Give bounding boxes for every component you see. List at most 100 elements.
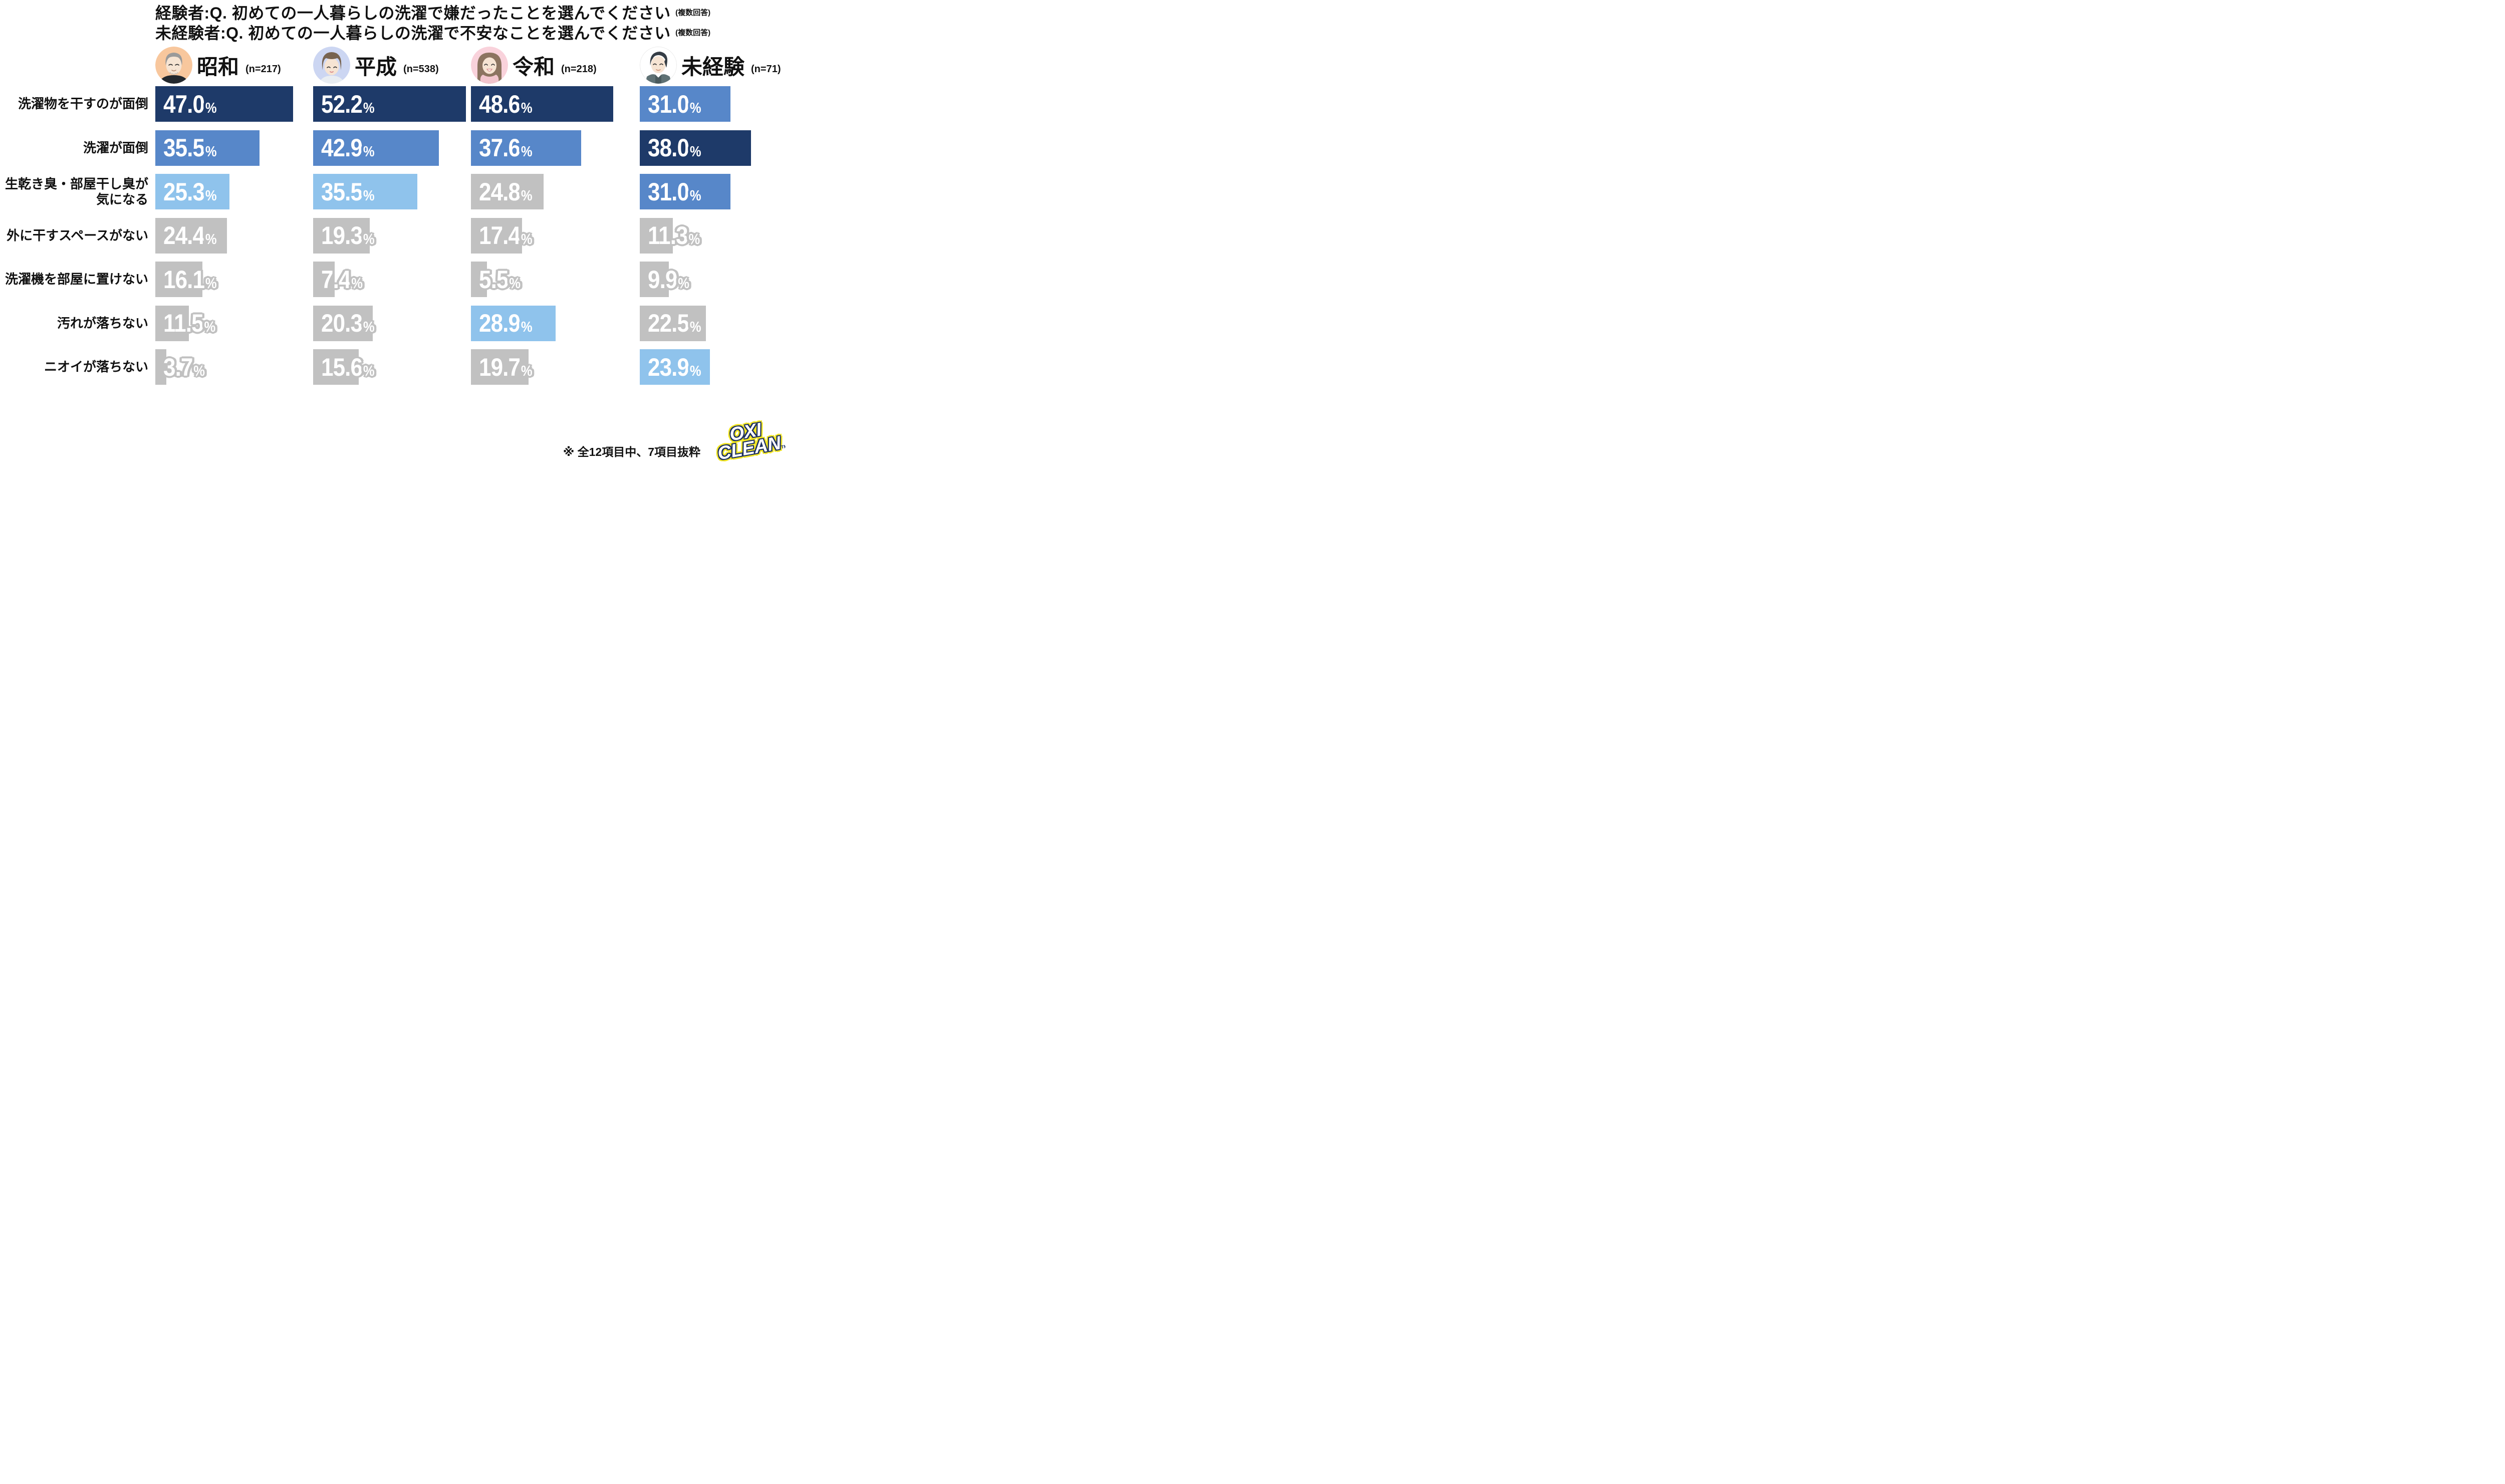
bar-value: 15.6% — [321, 353, 375, 381]
title-line-1: 経験者:Q. 初めての一人暮らしの洗濯で嫌だったことを選んでください (複数回答… — [155, 3, 710, 23]
bar-昭和-row6: 11.5% — [155, 305, 215, 341]
group-header-reiwa: 令和 (n=218) — [471, 45, 597, 85]
bar-value: 31.0% — [648, 90, 701, 118]
percent-sign: % — [205, 231, 217, 248]
title-line-1-text: 経験者:Q. 初めての一人暮らしの洗濯で嫌だったことを選んでください — [155, 4, 671, 22]
percent-sign: % — [689, 363, 701, 379]
percent-sign: % — [521, 144, 533, 160]
bar-value: 35.5% — [163, 134, 217, 162]
bar-未経験-row7: 23.9% — [640, 349, 710, 385]
title-line-2-note: (複数回答) — [675, 29, 711, 37]
bar-平成-row1: 52.2% — [313, 86, 466, 122]
bar-平成-row3: 35.5% — [313, 174, 417, 209]
bar-value: 9.9% — [648, 265, 689, 294]
bar-value: 47.0% — [163, 90, 217, 118]
row-label-1: 洗濯物を干すのが面倒 — [18, 96, 148, 112]
bar-昭和-row1: 47.0% — [155, 86, 293, 122]
bar-value: 20.3% — [321, 309, 375, 337]
bar-value: 11.5% — [163, 309, 215, 337]
bar-value: 31.0% — [648, 177, 701, 206]
bar-未経験-row1: 31.0% — [640, 86, 731, 122]
bar-value: 17.4% — [479, 221, 533, 250]
bar-平成-row5: 7.4% — [313, 262, 363, 297]
bar-昭和-row3: 25.3% — [155, 174, 229, 209]
bar-平成-row6: 20.3% — [313, 305, 375, 341]
bar-value: 19.3% — [321, 221, 375, 250]
bar-令和-row2: 37.6% — [471, 130, 581, 166]
bar-value: 38.0% — [648, 134, 701, 162]
bar-平成-row2: 42.9% — [313, 130, 439, 166]
bar-value: 22.5% — [648, 309, 701, 337]
percent-sign: % — [688, 231, 700, 248]
bar-value: 25.3% — [163, 177, 217, 206]
heisei-avatar-icon — [313, 47, 350, 84]
bar-昭和-row2: 35.5% — [155, 130, 260, 166]
percent-sign: % — [678, 275, 689, 292]
bar-令和-row4: 17.4% — [471, 217, 533, 254]
row-label-2: 洗濯が面倒 — [83, 140, 148, 155]
percent-sign: % — [521, 100, 533, 116]
group-name-mikeiken: 未経験 — [681, 55, 745, 79]
percent-sign: % — [521, 187, 533, 204]
oxiclean-logo: OXI CLEAN TM — [713, 418, 786, 463]
title-block: 経験者:Q. 初めての一人暮らしの洗濯で嫌だったことを選んでください (複数回答… — [155, 3, 710, 43]
bar-令和-row3: 24.8% — [471, 174, 544, 209]
group-name-heisei: 平成 — [355, 55, 397, 79]
bar-value: 19.7% — [479, 353, 533, 381]
percent-sign: % — [205, 275, 217, 292]
percent-sign: % — [363, 187, 375, 204]
showa-avatar-icon — [155, 47, 192, 84]
percent-sign: % — [689, 100, 701, 116]
bar-value: 35.5% — [321, 177, 375, 206]
percent-sign: % — [363, 319, 375, 335]
percent-sign: % — [521, 363, 533, 379]
survey-infographic: 経験者:Q. 初めての一人暮らしの洗濯で嫌だったことを選んでください (複数回答… — [0, 0, 786, 463]
bar-令和-row5: 5.5% — [471, 262, 521, 297]
bar-昭和-row4: 24.4% — [155, 217, 227, 254]
title-line-1-note: (複数回答) — [675, 9, 711, 17]
group-header-heisei: 平成 (n=538) — [313, 45, 439, 85]
bar-未経験-row6: 22.5% — [640, 305, 706, 341]
percent-sign: % — [689, 144, 701, 160]
mikeiken-avatar-icon — [640, 47, 677, 84]
row-label-4: 外に干すスペースがない — [7, 227, 148, 243]
group-n-reiwa: (n=218) — [561, 63, 597, 75]
bar-value: 28.9% — [479, 309, 533, 337]
bar-value: 23.9% — [648, 353, 701, 381]
bar-平成-row7: 15.6% — [313, 349, 375, 385]
title-line-2: 未経験者:Q. 初めての一人暮らしの洗濯で不安なことを選んでください (複数回答… — [155, 23, 710, 43]
row-label-3: 生乾き臭・部屋干し臭が 気になる — [5, 176, 148, 207]
percent-sign: % — [351, 275, 363, 292]
bar-未経験-row5: 9.9% — [640, 262, 689, 297]
group-n-mikeiken: (n=71) — [751, 63, 781, 75]
bar-value: 52.2% — [321, 90, 375, 118]
group-n-showa: (n=217) — [245, 63, 281, 75]
bar-value: 3.7% — [163, 353, 205, 381]
bar-平成-row4: 19.3% — [313, 217, 375, 254]
percent-sign: % — [509, 275, 521, 292]
footnote: ※ 全12項目中、7項目抜粋 — [563, 445, 700, 458]
percent-sign: % — [193, 363, 205, 379]
percent-sign: % — [689, 187, 701, 204]
bar-value: 11.3% — [648, 221, 700, 250]
bar-value: 7.4% — [321, 265, 363, 294]
group-name-reiwa: 令和 — [513, 55, 555, 79]
bar-令和-row1: 48.6% — [471, 86, 614, 122]
percent-sign: % — [205, 100, 217, 116]
bar-昭和-row5: 16.1% — [155, 262, 217, 297]
bar-令和-row6: 28.9% — [471, 305, 556, 341]
percent-sign: % — [363, 144, 375, 160]
percent-sign: % — [205, 187, 217, 204]
logo-trademark: TM — [780, 443, 786, 450]
group-name-showa: 昭和 — [197, 55, 239, 79]
group-header-mikeiken: 未経験 (n=71) — [640, 45, 781, 85]
title-line-2-text: 未経験者:Q. 初めての一人暮らしの洗濯で不安なことを選んでください — [155, 24, 671, 42]
percent-sign: % — [689, 319, 701, 335]
bar-value: 37.6% — [479, 134, 533, 162]
group-n-heisei: (n=538) — [403, 63, 439, 75]
bar-value: 48.6% — [479, 90, 533, 118]
logo-word-clean: CLEAN — [715, 432, 783, 463]
reiwa-avatar-icon — [471, 47, 508, 84]
bar-value: 5.5% — [479, 265, 521, 294]
percent-sign: % — [363, 363, 375, 379]
